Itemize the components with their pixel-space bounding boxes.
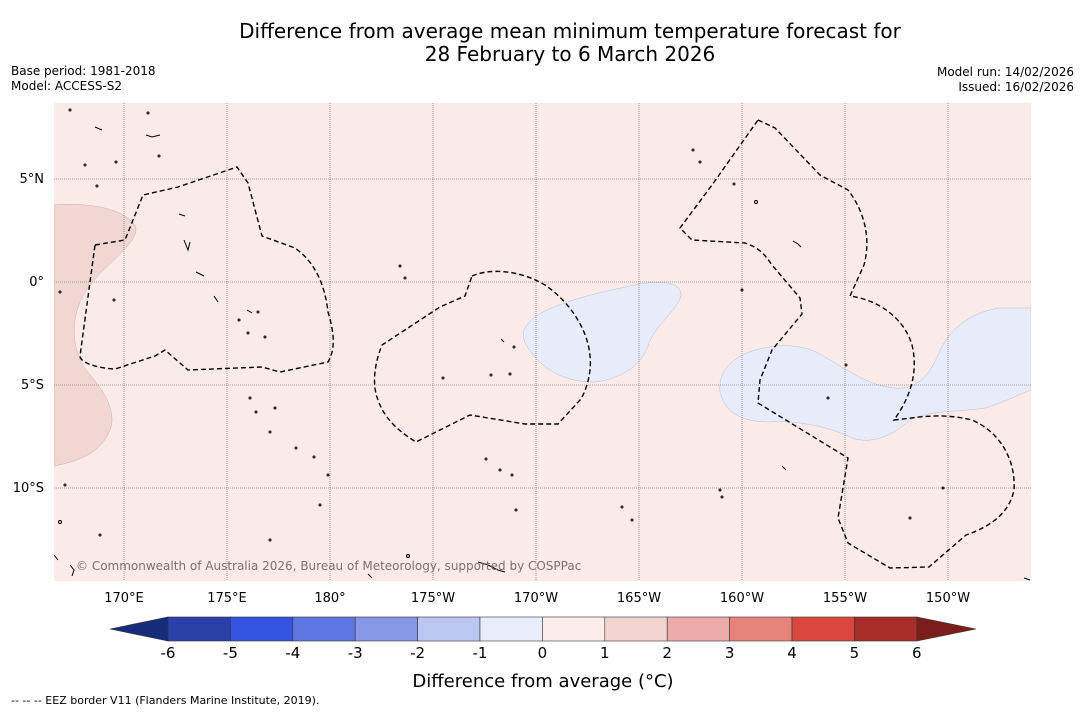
lat-label: 0° bbox=[29, 275, 44, 290]
colorbar-title: Difference from average (°C) bbox=[412, 671, 673, 692]
colorbar-tick-label: -3 bbox=[348, 644, 363, 662]
model-run: Model run: 14/02/2026 bbox=[936, 65, 1074, 79]
title-line-1: Difference from average mean minimum tem… bbox=[239, 19, 901, 43]
model-info: Base period: 1981-2018 Model: ACCESS-S2 bbox=[11, 64, 156, 94]
colorbar-tick-label: -1 bbox=[473, 644, 488, 662]
title-line-2: 28 February to 6 March 2026 bbox=[424, 42, 716, 66]
model-name: Model: ACCESS-S2 bbox=[11, 79, 123, 93]
colorbar-bin bbox=[791, 616, 855, 642]
lat-label: 10°S bbox=[13, 481, 44, 496]
base-period: Base period: 1981-2018 bbox=[11, 64, 156, 78]
colorbar-tick-label: 4 bbox=[787, 644, 797, 662]
copyright-notice: © Commonwealth of Australia 2026, Bureau… bbox=[76, 559, 581, 573]
lon-label: 155°W bbox=[823, 591, 867, 606]
colorbar-bin bbox=[230, 616, 294, 642]
lon-label: 180° bbox=[314, 591, 345, 606]
colorbar-tick-label: -4 bbox=[285, 644, 300, 662]
anomaly-region-warm bbox=[54, 204, 137, 467]
lon-label: 165°W bbox=[617, 591, 661, 606]
anomaly-region-cool-2 bbox=[719, 307, 1031, 441]
colorbar-bin bbox=[666, 616, 730, 642]
colorbar-tick-label: 5 bbox=[850, 644, 860, 662]
lon-label: 170°W bbox=[514, 591, 558, 606]
colorbar-tick-label: 6 bbox=[912, 644, 922, 662]
colorbar-extend-low bbox=[109, 616, 169, 642]
anomaly-region-cool-1 bbox=[523, 282, 682, 383]
lon-label: 175°W bbox=[411, 591, 455, 606]
colorbar-tick-label: 1 bbox=[600, 644, 610, 662]
colorbar-tick-label: 3 bbox=[725, 644, 735, 662]
lon-label: 150°W bbox=[926, 591, 970, 606]
lon-label: 175°E bbox=[207, 591, 247, 606]
lon-label: 160°W bbox=[720, 591, 764, 606]
colorbar-bin bbox=[167, 616, 231, 642]
colorbar-tick-label: 0 bbox=[538, 644, 548, 662]
islands bbox=[54, 108, 1031, 581]
colorbar-bin bbox=[729, 616, 793, 642]
longitude-gridlines bbox=[123, 103, 949, 581]
colorbar-bin bbox=[854, 616, 918, 642]
colorbar-extend-high bbox=[916, 616, 977, 642]
eez-border-kiribati-line bbox=[679, 119, 1015, 569]
latitude-gridlines bbox=[54, 178, 1031, 489]
colorbar-bin bbox=[479, 616, 543, 642]
colorbar-ticks: -6 -5 -4 -3 -2 -1 0 1 2 3 4 5 6 bbox=[161, 644, 922, 662]
colorbar-tick-label: -5 bbox=[223, 644, 238, 662]
issued-date: Issued: 16/02/2026 bbox=[958, 80, 1074, 94]
lat-label: 5°N bbox=[20, 172, 45, 187]
eez-footnote: -- -- -- EEZ border V11 (Flanders Marine… bbox=[11, 694, 320, 707]
lon-label: 170°E bbox=[104, 591, 144, 606]
eez-border-kiribati-phoenix bbox=[373, 270, 592, 443]
lat-label: 5°S bbox=[21, 378, 44, 393]
colorbar-bin bbox=[354, 616, 418, 642]
colorbar-tick-label: -2 bbox=[410, 644, 425, 662]
colorbar-bin bbox=[542, 616, 606, 642]
colorbar-bin bbox=[604, 616, 668, 642]
map-title: Difference from average mean minimum tem… bbox=[0, 20, 1085, 66]
colorbar-bin bbox=[417, 616, 481, 642]
colorbar-bin bbox=[292, 616, 356, 642]
eez-border-kiribati-gilberts bbox=[79, 166, 334, 373]
colorbar bbox=[109, 616, 977, 642]
run-info: Model run: 14/02/2026 Issued: 16/02/2026 bbox=[937, 65, 1074, 95]
colorbar-tick-label: -6 bbox=[161, 644, 176, 662]
colorbar-tick-label: 2 bbox=[662, 644, 672, 662]
